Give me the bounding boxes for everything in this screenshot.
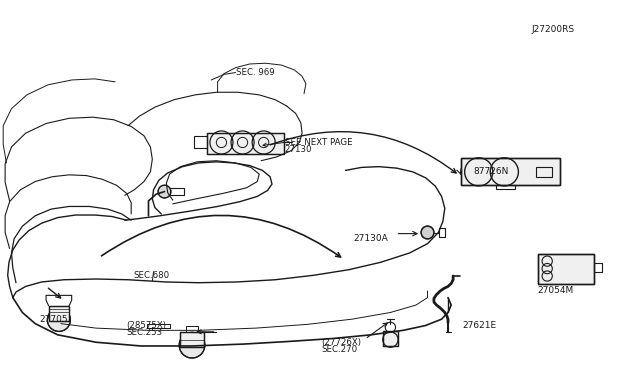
- Bar: [180, 332, 204, 347]
- Text: SEC.253: SEC.253: [127, 328, 163, 337]
- Bar: [496, 185, 515, 189]
- Text: 87726N: 87726N: [474, 167, 509, 176]
- Text: 27130: 27130: [285, 145, 312, 154]
- Text: (28575X): (28575X): [127, 321, 166, 330]
- Bar: [49, 306, 69, 321]
- Text: 27130A: 27130A: [353, 234, 388, 243]
- Bar: [194, 136, 207, 148]
- Bar: [49, 306, 69, 321]
- Bar: [383, 331, 398, 346]
- Circle shape: [179, 333, 205, 358]
- Text: 27621E: 27621E: [462, 321, 496, 330]
- Bar: [538, 254, 594, 284]
- Bar: [536, 167, 552, 177]
- Text: SEC. 969: SEC. 969: [236, 68, 274, 77]
- Text: (27726X): (27726X): [321, 338, 361, 347]
- Text: SEC.680: SEC.680: [133, 271, 169, 280]
- Bar: [461, 158, 560, 185]
- Text: J27200RS: J27200RS: [532, 25, 575, 34]
- Bar: [594, 263, 602, 272]
- Text: SEE NEXT PAGE: SEE NEXT PAGE: [285, 138, 353, 147]
- Bar: [180, 332, 204, 347]
- Text: SEC.270: SEC.270: [321, 345, 357, 354]
- Bar: [207, 133, 284, 154]
- Circle shape: [47, 308, 70, 331]
- Circle shape: [158, 185, 171, 198]
- Bar: [207, 133, 284, 154]
- Bar: [461, 158, 560, 185]
- Bar: [170, 188, 184, 195]
- Bar: [538, 254, 594, 284]
- Text: 27054M: 27054M: [538, 286, 574, 295]
- Text: 27705: 27705: [40, 315, 68, 324]
- Bar: [383, 331, 398, 346]
- Circle shape: [421, 226, 434, 239]
